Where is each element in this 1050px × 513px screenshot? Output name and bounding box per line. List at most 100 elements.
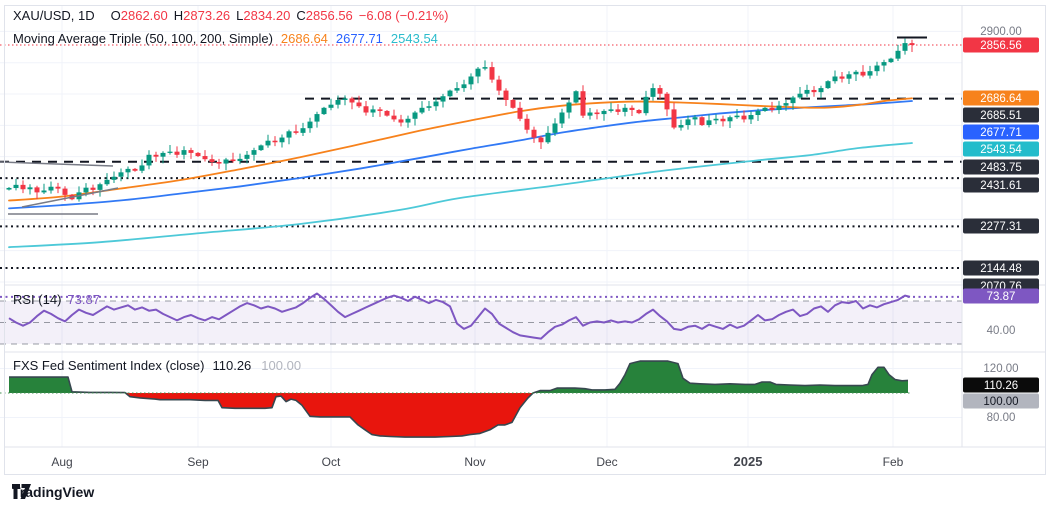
ma50-value: 2686.64 <box>280 31 328 46</box>
time-axis-label: Nov <box>464 455 485 469</box>
time-axis-label: Dec <box>596 455 617 469</box>
candle <box>517 107 523 119</box>
price-badge-group: 2685.51 <box>963 107 1039 123</box>
candle <box>55 186 61 189</box>
candle <box>657 88 663 94</box>
candle <box>552 123 558 133</box>
candle <box>489 67 495 80</box>
candle <box>839 76 845 79</box>
candle <box>293 131 299 133</box>
candle <box>909 43 915 45</box>
candle <box>622 107 628 112</box>
candle <box>860 71 866 76</box>
price-badge <box>963 393 1039 409</box>
candle <box>832 76 838 82</box>
price-badge <box>963 377 1039 393</box>
candle <box>6 187 12 190</box>
price-badge-text: 2431.61 <box>980 180 1022 192</box>
low-label: L <box>236 8 244 23</box>
candle <box>265 140 271 146</box>
ma100-value: 2677.71 <box>335 31 383 46</box>
price-badge-group: 2277.31 <box>963 218 1039 234</box>
candle <box>895 50 901 59</box>
candle <box>601 110 607 115</box>
price-axis-tick: 2900.00 <box>980 26 1022 38</box>
close-label: C <box>296 8 306 23</box>
rsi-line <box>8 292 911 340</box>
price-badge-text: 2685.51 <box>980 110 1022 122</box>
candle <box>566 102 572 113</box>
price-badge <box>963 260 1039 276</box>
candle <box>741 115 747 120</box>
candle <box>629 107 635 111</box>
price-badge-group: 110.26 <box>963 377 1039 393</box>
sentiment-value: 110.26 <box>212 358 252 373</box>
ma-triple-label[interactable]: Moving Average Triple (50, 100, 200, Sim… <box>13 31 273 46</box>
candle <box>405 118 411 123</box>
candle <box>48 186 54 191</box>
price-badge-group: 73.87 <box>963 288 1039 304</box>
rsi-legend[interactable]: RSI (14) 73.87 <box>13 292 100 307</box>
price-badge-text: 2543.54 <box>980 144 1022 156</box>
candle <box>41 190 47 193</box>
ma-triple-legend[interactable]: Moving Average Triple (50, 100, 200, Sim… <box>13 31 438 46</box>
candle <box>356 102 362 107</box>
price-badge-group: 2431.61 <box>963 177 1039 193</box>
candle <box>160 152 166 157</box>
sentiment-positive-area <box>9 361 908 393</box>
trendline[interactable] <box>0 161 114 167</box>
high-value: 2873.26 <box>183 8 231 23</box>
candle <box>888 58 894 63</box>
candle <box>790 97 796 104</box>
candle <box>83 187 89 193</box>
symbol-legend[interactable]: XAU/USD, 1D O2862.60 H2873.26 L2834.20 C2856… <box>13 8 448 23</box>
candle <box>391 115 397 120</box>
candle <box>531 129 537 138</box>
candle <box>111 176 117 180</box>
candle <box>482 67 488 69</box>
tradingview-logo[interactable]: TradingView <box>12 484 94 500</box>
candle <box>440 96 446 102</box>
close-value: 2856.56 <box>305 8 353 23</box>
candle <box>706 120 712 126</box>
candle <box>475 68 481 77</box>
candle <box>671 109 677 128</box>
candle <box>223 159 229 164</box>
chart-canvas[interactable]: 2900.00 40.00 120.00 80.00 2856.56 2686.64 268… <box>0 0 1050 478</box>
sma50-line <box>8 97 913 202</box>
candle <box>818 88 824 93</box>
sentiment-label[interactable]: FXS Fed Sentiment Index (close) <box>13 358 205 373</box>
candle <box>755 110 761 116</box>
sma200-line <box>8 142 913 249</box>
symbol-title[interactable]: XAU/USD, 1D <box>13 8 95 23</box>
price-badge-group: 2144.48 <box>963 260 1039 276</box>
candle <box>230 159 236 162</box>
candle <box>139 165 145 171</box>
trendline[interactable] <box>21 187 119 208</box>
candle <box>90 187 96 190</box>
sentiment-line <box>9 360 909 438</box>
rsi-label[interactable]: RSI (14) <box>13 292 62 307</box>
price-badge <box>963 90 1039 106</box>
candle <box>104 179 110 185</box>
high-label: H <box>173 8 184 23</box>
time-axis-label: Sep <box>187 455 209 469</box>
candle <box>762 107 768 111</box>
candle <box>461 84 467 89</box>
candle <box>342 98 348 100</box>
candle <box>398 119 404 123</box>
price-badge <box>963 107 1039 123</box>
candle <box>20 184 26 190</box>
candle <box>13 184 19 188</box>
price-badge-text: 100.00 <box>983 396 1018 408</box>
price-badge <box>963 124 1039 140</box>
candle <box>685 119 691 126</box>
candle <box>412 112 418 119</box>
candle <box>27 187 33 190</box>
candle <box>202 156 208 160</box>
price-badge-text: 2677.71 <box>980 127 1022 139</box>
open-label: O <box>110 8 121 23</box>
candle <box>545 132 551 143</box>
sentiment-legend[interactable]: FXS Fed Sentiment Index (close) 110.26 100… <box>13 358 301 373</box>
